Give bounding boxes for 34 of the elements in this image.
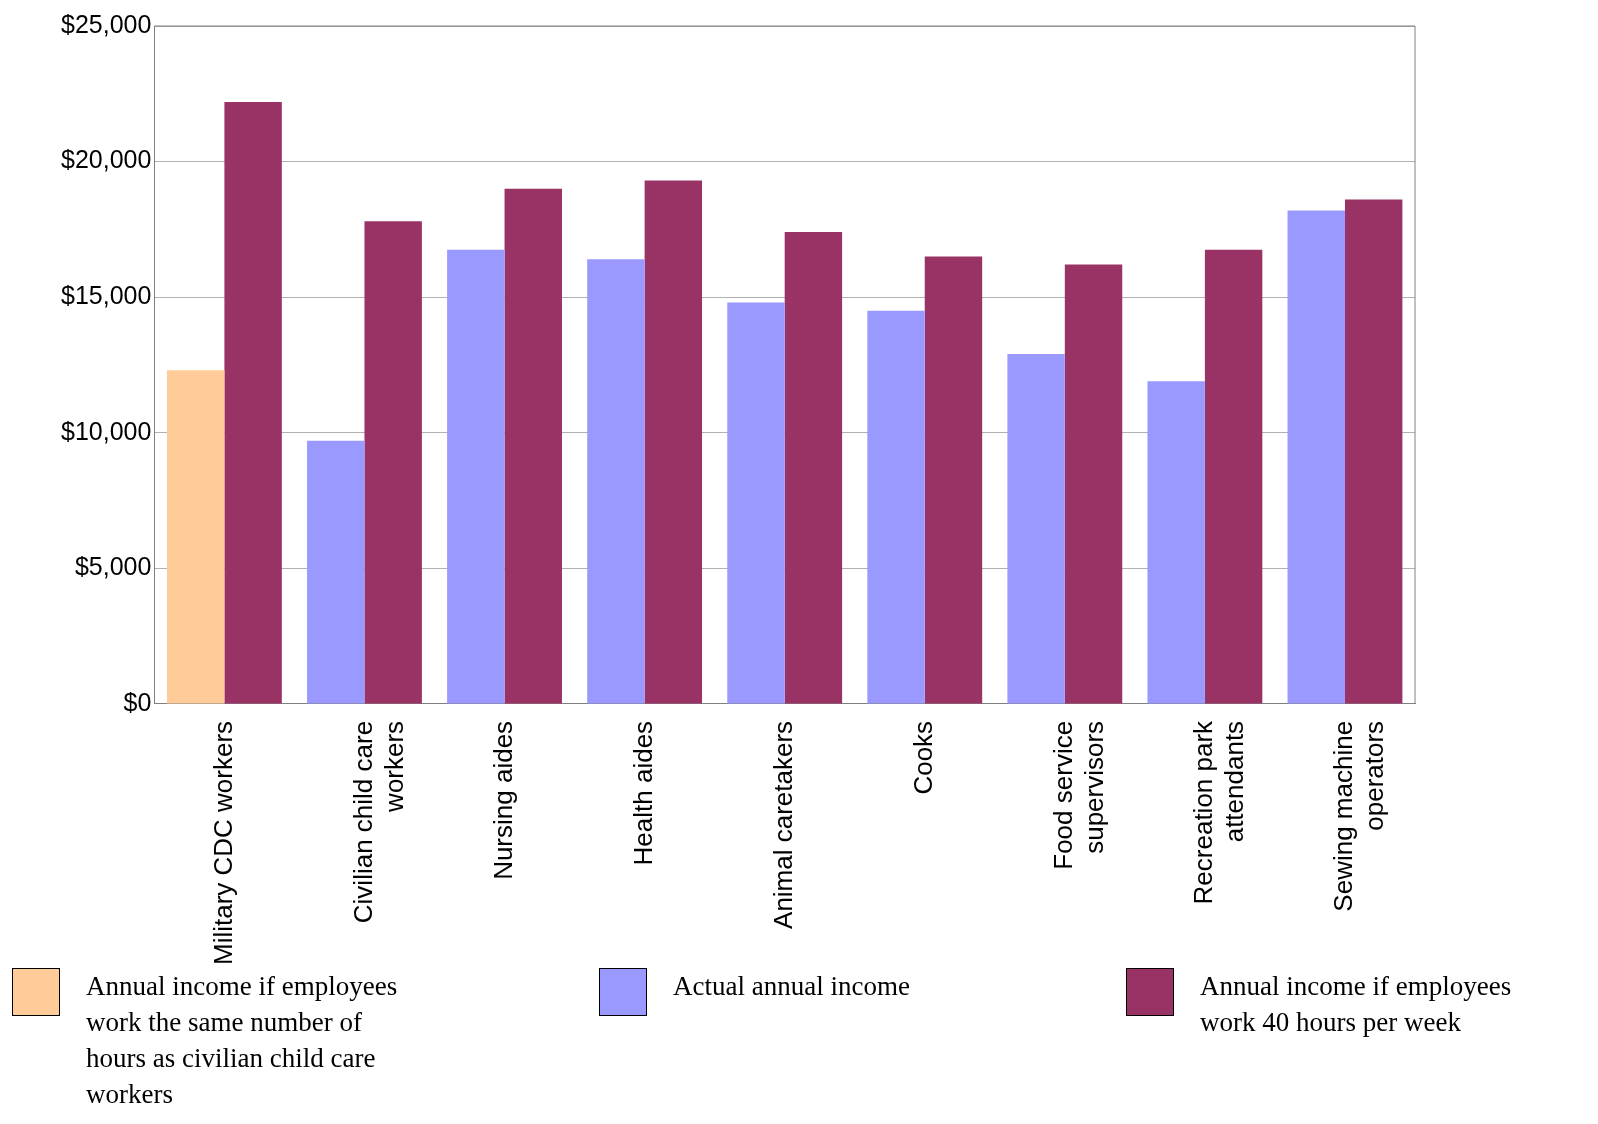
bar — [1344, 199, 1403, 704]
bar — [924, 256, 983, 704]
bar — [1064, 264, 1123, 704]
bar — [587, 259, 645, 704]
x-tick-label: Food service supervisors — [1048, 720, 1110, 870]
legend-label: Annual income if employees work the same number of hours as civilian child care workers — [86, 970, 399, 1111]
bar — [1007, 354, 1065, 704]
bar — [364, 221, 422, 704]
x-tick-label: Civilian child care workers — [347, 720, 409, 924]
bar — [867, 310, 925, 704]
bar — [784, 232, 843, 704]
bar — [447, 249, 505, 704]
bar — [1287, 210, 1345, 704]
y-tick-label: $10,000 — [60, 416, 152, 445]
bar — [307, 440, 365, 704]
legend-label: Annual income if employees work 40 hours per week — [1200, 970, 1513, 1039]
bar — [166, 370, 225, 704]
x-tick-label: Health aides — [627, 720, 658, 866]
bar — [644, 180, 703, 704]
y-tick-label: $25,000 — [60, 9, 152, 38]
x-tick-label: Military CDC workers — [207, 720, 238, 966]
x-tick-label: Cooks — [907, 720, 938, 795]
bar — [224, 101, 282, 704]
y-tick-label: $0 — [123, 687, 152, 716]
legend-label: Actual annual income — [673, 970, 910, 1003]
bar — [504, 188, 562, 704]
y-tick-label: $5,000 — [74, 552, 152, 581]
bar — [1204, 249, 1263, 704]
y-tick-label: $15,000 — [60, 281, 152, 310]
bar — [1147, 381, 1205, 704]
bar — [727, 302, 785, 704]
x-tick-label: Nursing aides — [487, 720, 518, 880]
x-tick-label: Animal caretakers — [767, 720, 798, 929]
y-tick-label: $20,000 — [60, 145, 152, 174]
